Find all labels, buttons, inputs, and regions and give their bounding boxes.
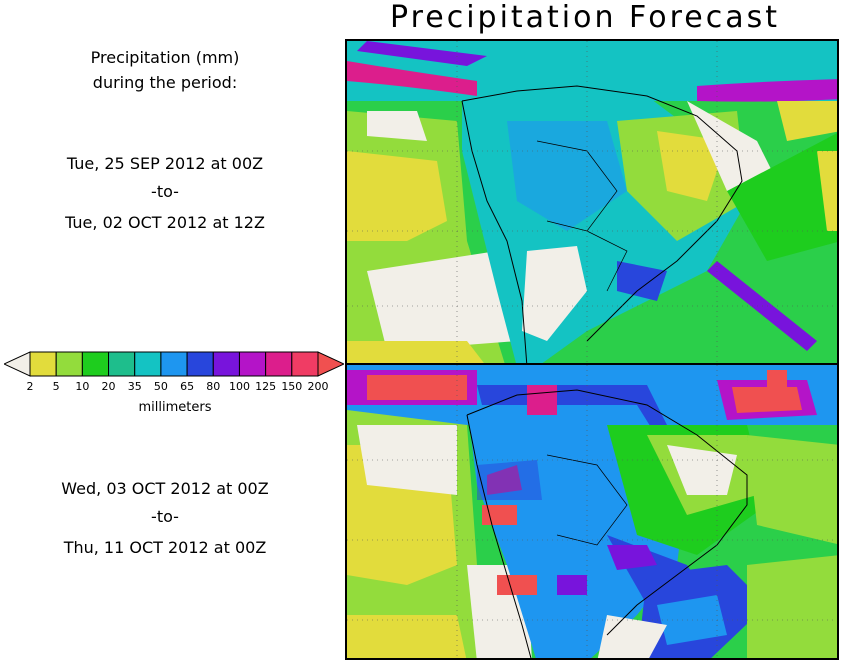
colorbar-tick-label: 50 (153, 380, 168, 393)
colorbar-units: millimeters (138, 400, 212, 415)
colorbar-tick-label: 2 (26, 380, 34, 393)
colorbar-tick-labels: 2 5 10 20 35 50 65 80 100 125 150 200 (0, 380, 345, 394)
colorbar-tick-label: 35 (127, 380, 142, 393)
period1-end: Tue, 02 OCT 2012 at 12Z (65, 213, 265, 232)
chart-title: Precipitation Forecast (390, 0, 780, 35)
colorbar-cell (81, 351, 110, 377)
colorbar-tick-label: 65 (180, 380, 195, 393)
colorbar-cell (212, 351, 240, 377)
period1-separator: -to- (151, 182, 179, 201)
colorbar-cell (238, 351, 267, 377)
colorbar-cell-above-max (317, 351, 344, 377)
forecast-map-period2 (345, 363, 839, 660)
forecast-map-period1 (345, 39, 839, 365)
period2-end: Thu, 11 OCT 2012 at 00Z (63, 538, 267, 557)
period1-start: Tue, 25 SEP 2012 at 00Z (66, 154, 264, 173)
colorbar-cell (55, 351, 83, 377)
colorbar-cell (265, 351, 293, 377)
colorbar-cell (160, 351, 188, 377)
colorbar-cell (29, 351, 57, 377)
colorbar-cell (291, 351, 319, 377)
colorbar-tick-label: 20 (101, 380, 116, 393)
colorbar-tick-label: 100 (228, 380, 250, 393)
colorbar-tick-label: 5 (52, 380, 60, 393)
legend-heading-line2: during the period: (92, 73, 238, 92)
colorbar-tick-label: 10 (75, 380, 90, 393)
legend-heading-line1: Precipitation (mm) (90, 48, 240, 67)
colorbar-tick-label: 150 (281, 380, 303, 393)
period2-separator: -to- (151, 507, 179, 526)
colorbar-tick-label: 80 (206, 380, 221, 393)
period2-start: Wed, 03 OCT 2012 at 00Z (61, 479, 269, 498)
colorbar-tick-label: 200 (307, 380, 329, 393)
colorbar-cell (134, 351, 162, 377)
precipitation-colorbar (4, 351, 344, 377)
colorbar-cell-below-min (4, 351, 31, 377)
colorbar-cell (186, 351, 214, 377)
colorbar-tick-label: 125 (255, 380, 277, 393)
colorbar-cell (108, 351, 136, 377)
